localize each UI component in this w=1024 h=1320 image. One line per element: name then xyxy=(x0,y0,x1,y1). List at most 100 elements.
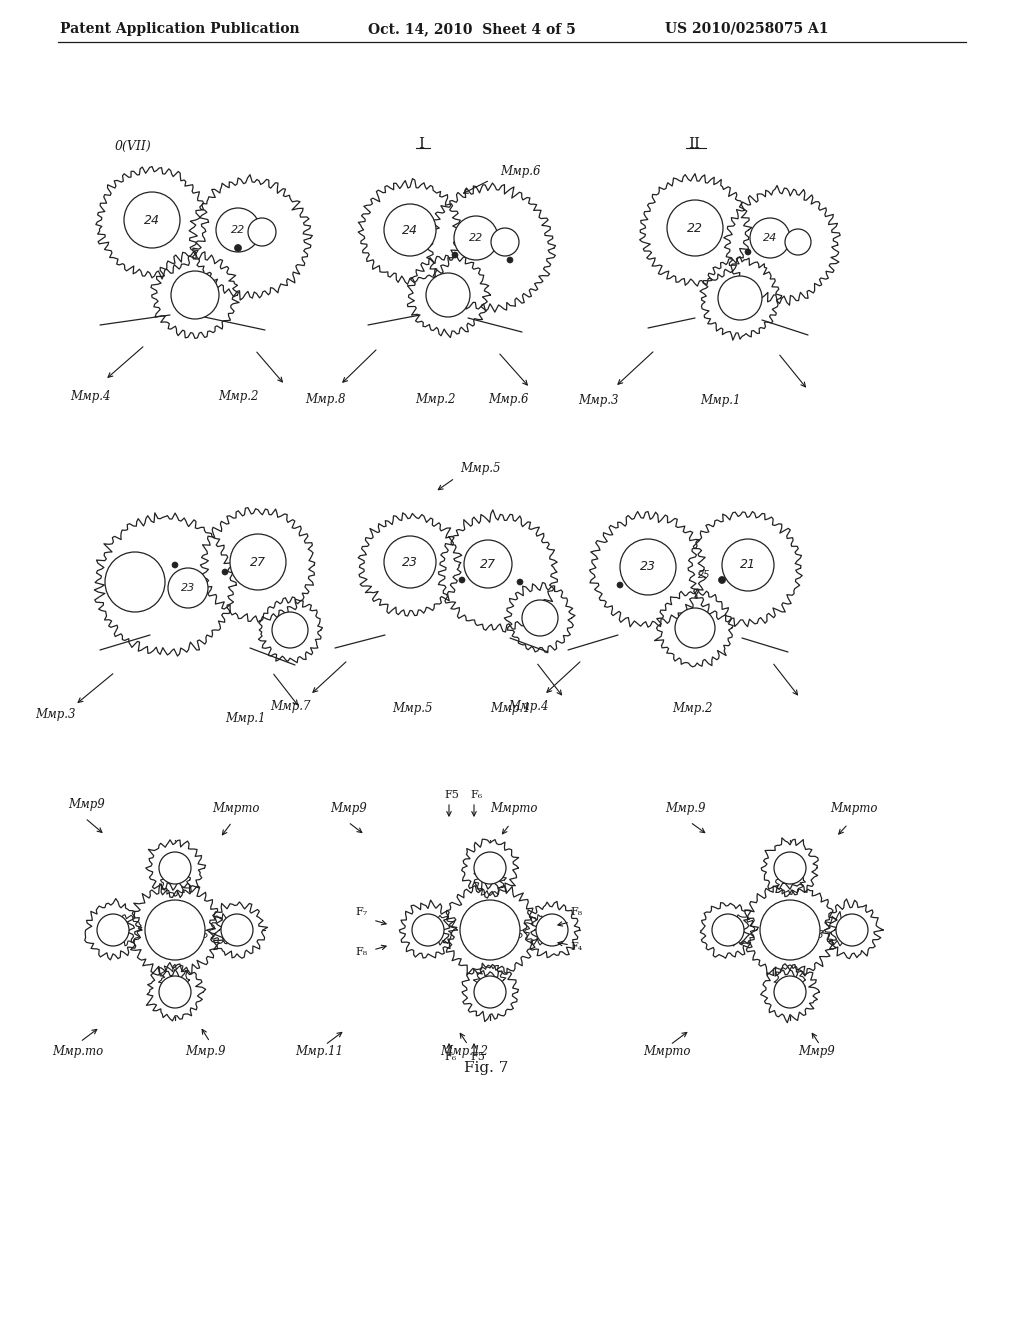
Circle shape xyxy=(490,228,519,256)
Text: Mмp.8: Mмp.8 xyxy=(305,393,345,407)
Text: F₇: F₇ xyxy=(355,907,368,917)
Polygon shape xyxy=(94,513,237,656)
Polygon shape xyxy=(399,900,457,958)
Text: 19: 19 xyxy=(180,290,193,300)
Text: 26: 26 xyxy=(782,917,795,927)
Circle shape xyxy=(517,579,523,585)
Circle shape xyxy=(159,851,191,884)
Text: 22: 22 xyxy=(469,234,483,243)
Circle shape xyxy=(272,612,308,648)
Text: 27: 27 xyxy=(250,556,266,569)
Circle shape xyxy=(221,913,253,946)
Text: 24: 24 xyxy=(402,223,418,236)
Text: Mмp.3: Mмp.3 xyxy=(578,393,618,407)
Circle shape xyxy=(675,609,715,648)
Text: I: I xyxy=(418,137,424,150)
Text: 27: 27 xyxy=(480,557,496,570)
Text: Mмp.2: Mмp.2 xyxy=(672,702,713,715)
Circle shape xyxy=(384,205,436,256)
Polygon shape xyxy=(425,183,555,312)
Text: 22: 22 xyxy=(687,222,703,235)
Text: 25: 25 xyxy=(197,931,210,940)
Circle shape xyxy=(159,975,191,1008)
Polygon shape xyxy=(654,589,733,667)
Polygon shape xyxy=(209,913,240,944)
Text: F₆: F₆ xyxy=(470,789,482,800)
Text: 24: 24 xyxy=(144,214,160,227)
Circle shape xyxy=(536,913,568,946)
Polygon shape xyxy=(821,899,884,958)
Text: F5: F5 xyxy=(470,1052,485,1063)
Circle shape xyxy=(667,201,723,256)
Text: F5: F5 xyxy=(444,789,459,800)
Text: 25: 25 xyxy=(698,570,711,579)
Circle shape xyxy=(718,276,762,319)
Polygon shape xyxy=(358,513,462,616)
Polygon shape xyxy=(688,512,802,627)
Polygon shape xyxy=(700,256,781,341)
Polygon shape xyxy=(189,174,312,300)
Circle shape xyxy=(464,540,512,587)
Text: Mмp.1: Mмp.1 xyxy=(490,702,530,715)
Polygon shape xyxy=(145,840,206,898)
Circle shape xyxy=(507,257,513,263)
Text: Mмp.3: Mмp.3 xyxy=(35,708,76,721)
Text: F₄: F₄ xyxy=(570,942,583,952)
Circle shape xyxy=(712,913,744,946)
Circle shape xyxy=(750,218,790,257)
Circle shape xyxy=(760,900,820,960)
Text: Mмp.4: Mмp.4 xyxy=(70,389,111,403)
Circle shape xyxy=(248,218,276,246)
Polygon shape xyxy=(761,964,819,1023)
Text: 25: 25 xyxy=(812,931,824,940)
Text: 25: 25 xyxy=(512,931,524,940)
Polygon shape xyxy=(358,178,462,284)
Text: 21: 21 xyxy=(740,558,756,572)
Circle shape xyxy=(171,271,219,319)
Text: Mмp9: Mмp9 xyxy=(798,1045,835,1059)
Text: Mмp.4: Mмp.4 xyxy=(508,700,549,713)
Text: 23: 23 xyxy=(640,561,656,573)
Circle shape xyxy=(172,562,178,568)
Polygon shape xyxy=(504,582,575,652)
Circle shape xyxy=(620,539,676,595)
Text: F₆: F₆ xyxy=(444,1052,457,1063)
Polygon shape xyxy=(127,882,223,979)
Polygon shape xyxy=(159,965,189,995)
Polygon shape xyxy=(110,915,142,946)
Circle shape xyxy=(145,900,205,960)
Text: 22: 22 xyxy=(230,224,245,235)
Text: F₈: F₈ xyxy=(355,946,368,957)
Polygon shape xyxy=(201,508,314,622)
Circle shape xyxy=(230,535,286,590)
Circle shape xyxy=(774,851,806,884)
Circle shape xyxy=(234,244,242,252)
Text: Mмpтo: Mмpтo xyxy=(212,803,259,814)
Text: Mмp.7: Mмp.7 xyxy=(270,700,310,713)
Circle shape xyxy=(97,913,129,946)
Text: Mмpтo: Mмpтo xyxy=(490,803,538,814)
Polygon shape xyxy=(462,840,519,898)
Polygon shape xyxy=(424,915,458,945)
Text: 19: 19 xyxy=(434,290,446,300)
Polygon shape xyxy=(161,866,191,896)
Polygon shape xyxy=(725,915,755,946)
Circle shape xyxy=(454,216,498,260)
Circle shape xyxy=(460,900,520,960)
Polygon shape xyxy=(96,166,209,279)
Circle shape xyxy=(124,191,180,248)
Circle shape xyxy=(836,913,868,946)
Polygon shape xyxy=(146,962,206,1020)
Text: 0(VII): 0(VII) xyxy=(115,140,152,153)
Polygon shape xyxy=(590,512,707,627)
Text: Mмp9: Mмp9 xyxy=(330,803,367,814)
Text: Mмp.9: Mмp.9 xyxy=(665,803,706,814)
Circle shape xyxy=(412,913,444,946)
Text: Mмp.6: Mмp.6 xyxy=(500,165,541,178)
Text: Mмp.1: Mмp.1 xyxy=(225,711,265,725)
Polygon shape xyxy=(408,255,490,338)
Polygon shape xyxy=(774,965,805,994)
Polygon shape xyxy=(85,899,141,960)
Text: Mмp.2: Mмp.2 xyxy=(218,389,258,403)
Circle shape xyxy=(722,539,774,591)
